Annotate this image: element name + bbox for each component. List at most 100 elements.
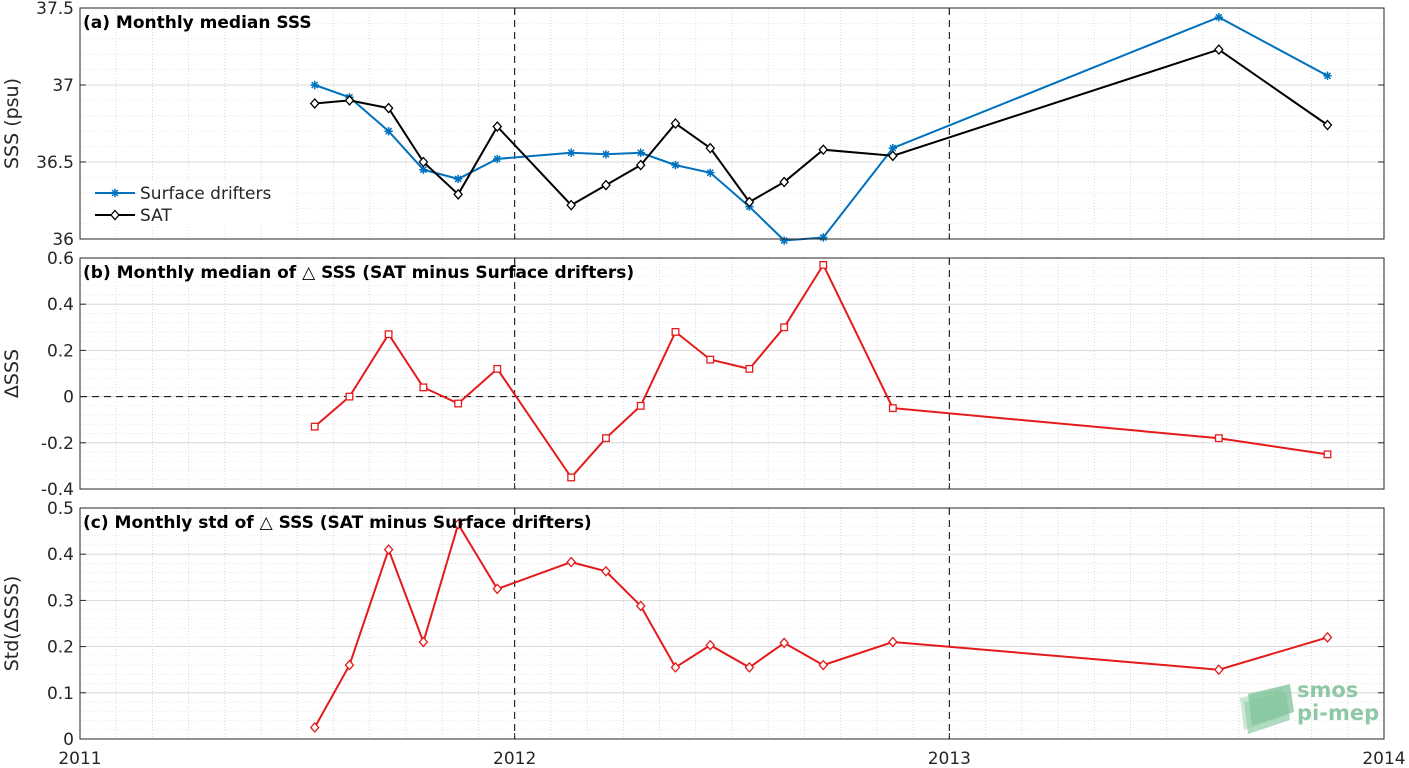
data-point bbox=[779, 236, 789, 245]
data-point bbox=[636, 148, 645, 157]
data-point bbox=[819, 233, 828, 242]
series-line-drifters bbox=[314, 16, 1328, 242]
data-point bbox=[1322, 631, 1333, 643]
logo-shape bbox=[1248, 684, 1294, 726]
panel-title: (a) Monthly median SSS bbox=[83, 13, 312, 33]
data-point bbox=[309, 721, 320, 733]
panel-title: (c) Monthly std of △ SSS (SAT minus Surf… bbox=[83, 513, 592, 533]
data-point bbox=[635, 600, 646, 612]
y-tick-label: 36.5 bbox=[36, 153, 74, 173]
data-point bbox=[1214, 13, 1224, 22]
data-point bbox=[671, 327, 680, 336]
data-point bbox=[779, 637, 790, 649]
y-tick-label: 0.2 bbox=[47, 638, 74, 658]
panel-c: 0 0.1 0.2 0.3 0.4 0.5 Std(ΔSSS) (c) Monthly std… bbox=[1, 499, 1385, 750]
x-tick-label: 2012 bbox=[493, 749, 536, 768]
data-point bbox=[453, 188, 464, 200]
panel-b: -0.4 -0.2 0 0.2 0.4 0.6 ΔSSS (b) Monthly median… bbox=[1, 249, 1385, 500]
data-point bbox=[706, 355, 715, 364]
data-point bbox=[345, 392, 354, 401]
data-point bbox=[384, 330, 393, 339]
legend-label-sat: SAT bbox=[140, 206, 172, 226]
data-point bbox=[454, 399, 463, 408]
y-tick-label: -0.2 bbox=[41, 434, 74, 454]
plot-frame bbox=[79, 507, 1385, 740]
data-point bbox=[492, 583, 503, 595]
data-point bbox=[309, 98, 320, 109]
data-point bbox=[671, 160, 680, 170]
data-point bbox=[745, 364, 754, 373]
y-tick-label: 37.5 bbox=[36, 0, 74, 19]
y-axis-label: Std(ΔSSS) bbox=[1, 576, 23, 672]
data-point bbox=[819, 260, 828, 269]
x-tick-label: 2014 bbox=[1362, 749, 1405, 768]
plot-frame bbox=[79, 7, 1385, 240]
data-point bbox=[705, 142, 716, 154]
data-point bbox=[310, 80, 319, 90]
data-point bbox=[418, 636, 429, 648]
data-point bbox=[1323, 450, 1332, 459]
x-tick-label: 2013 bbox=[928, 749, 971, 768]
legend-label-drifters: Surface drifters bbox=[140, 184, 271, 204]
y-tick-label: 0.1 bbox=[47, 684, 74, 704]
data-point bbox=[818, 144, 829, 156]
y-tick-label: 0.4 bbox=[47, 545, 74, 565]
data-point bbox=[887, 150, 898, 162]
data-point bbox=[567, 473, 576, 482]
data-point bbox=[453, 174, 463, 184]
logo-text-pimep: pi-mep bbox=[1297, 701, 1379, 725]
legend-star-marker bbox=[110, 188, 120, 198]
y-tick-label: 0.6 bbox=[47, 249, 74, 269]
data-point bbox=[493, 364, 502, 373]
data-point bbox=[888, 143, 898, 153]
data-point bbox=[453, 518, 464, 530]
series-line-sat bbox=[314, 48, 1329, 207]
data-point bbox=[566, 199, 577, 211]
data-point bbox=[310, 422, 319, 431]
data-point bbox=[887, 636, 898, 648]
data-point bbox=[635, 159, 646, 171]
data-point bbox=[384, 127, 393, 136]
data-point bbox=[779, 176, 790, 188]
data-point bbox=[1323, 71, 1332, 80]
y-tick-label: 37 bbox=[52, 76, 74, 96]
data-point bbox=[888, 404, 897, 413]
series-line-delta-std bbox=[313, 521, 1328, 728]
y-axis-label: SSS (psu) bbox=[1, 78, 23, 169]
data-point bbox=[1213, 664, 1224, 676]
series-line-delta-median bbox=[314, 262, 1328, 480]
data-point bbox=[601, 179, 611, 191]
data-point bbox=[1322, 119, 1333, 131]
x-tick-label: 2011 bbox=[58, 749, 101, 768]
y-tick-label: 0.2 bbox=[47, 341, 74, 361]
data-point bbox=[670, 661, 681, 673]
data-point bbox=[705, 639, 716, 651]
data-point bbox=[1213, 44, 1224, 56]
panel-a: 36 36.5 37 37.5 SSS (psu) (a) Monthly median … bbox=[1, 0, 1385, 250]
data-point bbox=[492, 121, 503, 133]
data-point bbox=[419, 165, 428, 174]
y-axis-label: ΔSSS bbox=[1, 349, 23, 398]
data-point bbox=[344, 94, 355, 106]
y-tick-label: 0.4 bbox=[47, 295, 74, 315]
data-point bbox=[818, 659, 829, 671]
data-point bbox=[636, 401, 645, 410]
data-point bbox=[566, 556, 577, 568]
y-tick-label: -0.4 bbox=[41, 480, 74, 500]
data-point bbox=[383, 544, 394, 556]
plot-frame bbox=[79, 257, 1385, 490]
y-tick-label: 36 bbox=[52, 230, 74, 250]
data-point bbox=[601, 434, 610, 443]
data-point bbox=[706, 168, 715, 177]
data-point bbox=[418, 156, 429, 168]
data-point bbox=[744, 196, 755, 208]
logo-text-smos: smos bbox=[1297, 678, 1358, 702]
data-point bbox=[493, 154, 502, 164]
data-point bbox=[344, 659, 355, 671]
data-point bbox=[601, 150, 611, 159]
y-tick-label: 0 bbox=[63, 730, 74, 750]
data-point bbox=[744, 661, 755, 673]
